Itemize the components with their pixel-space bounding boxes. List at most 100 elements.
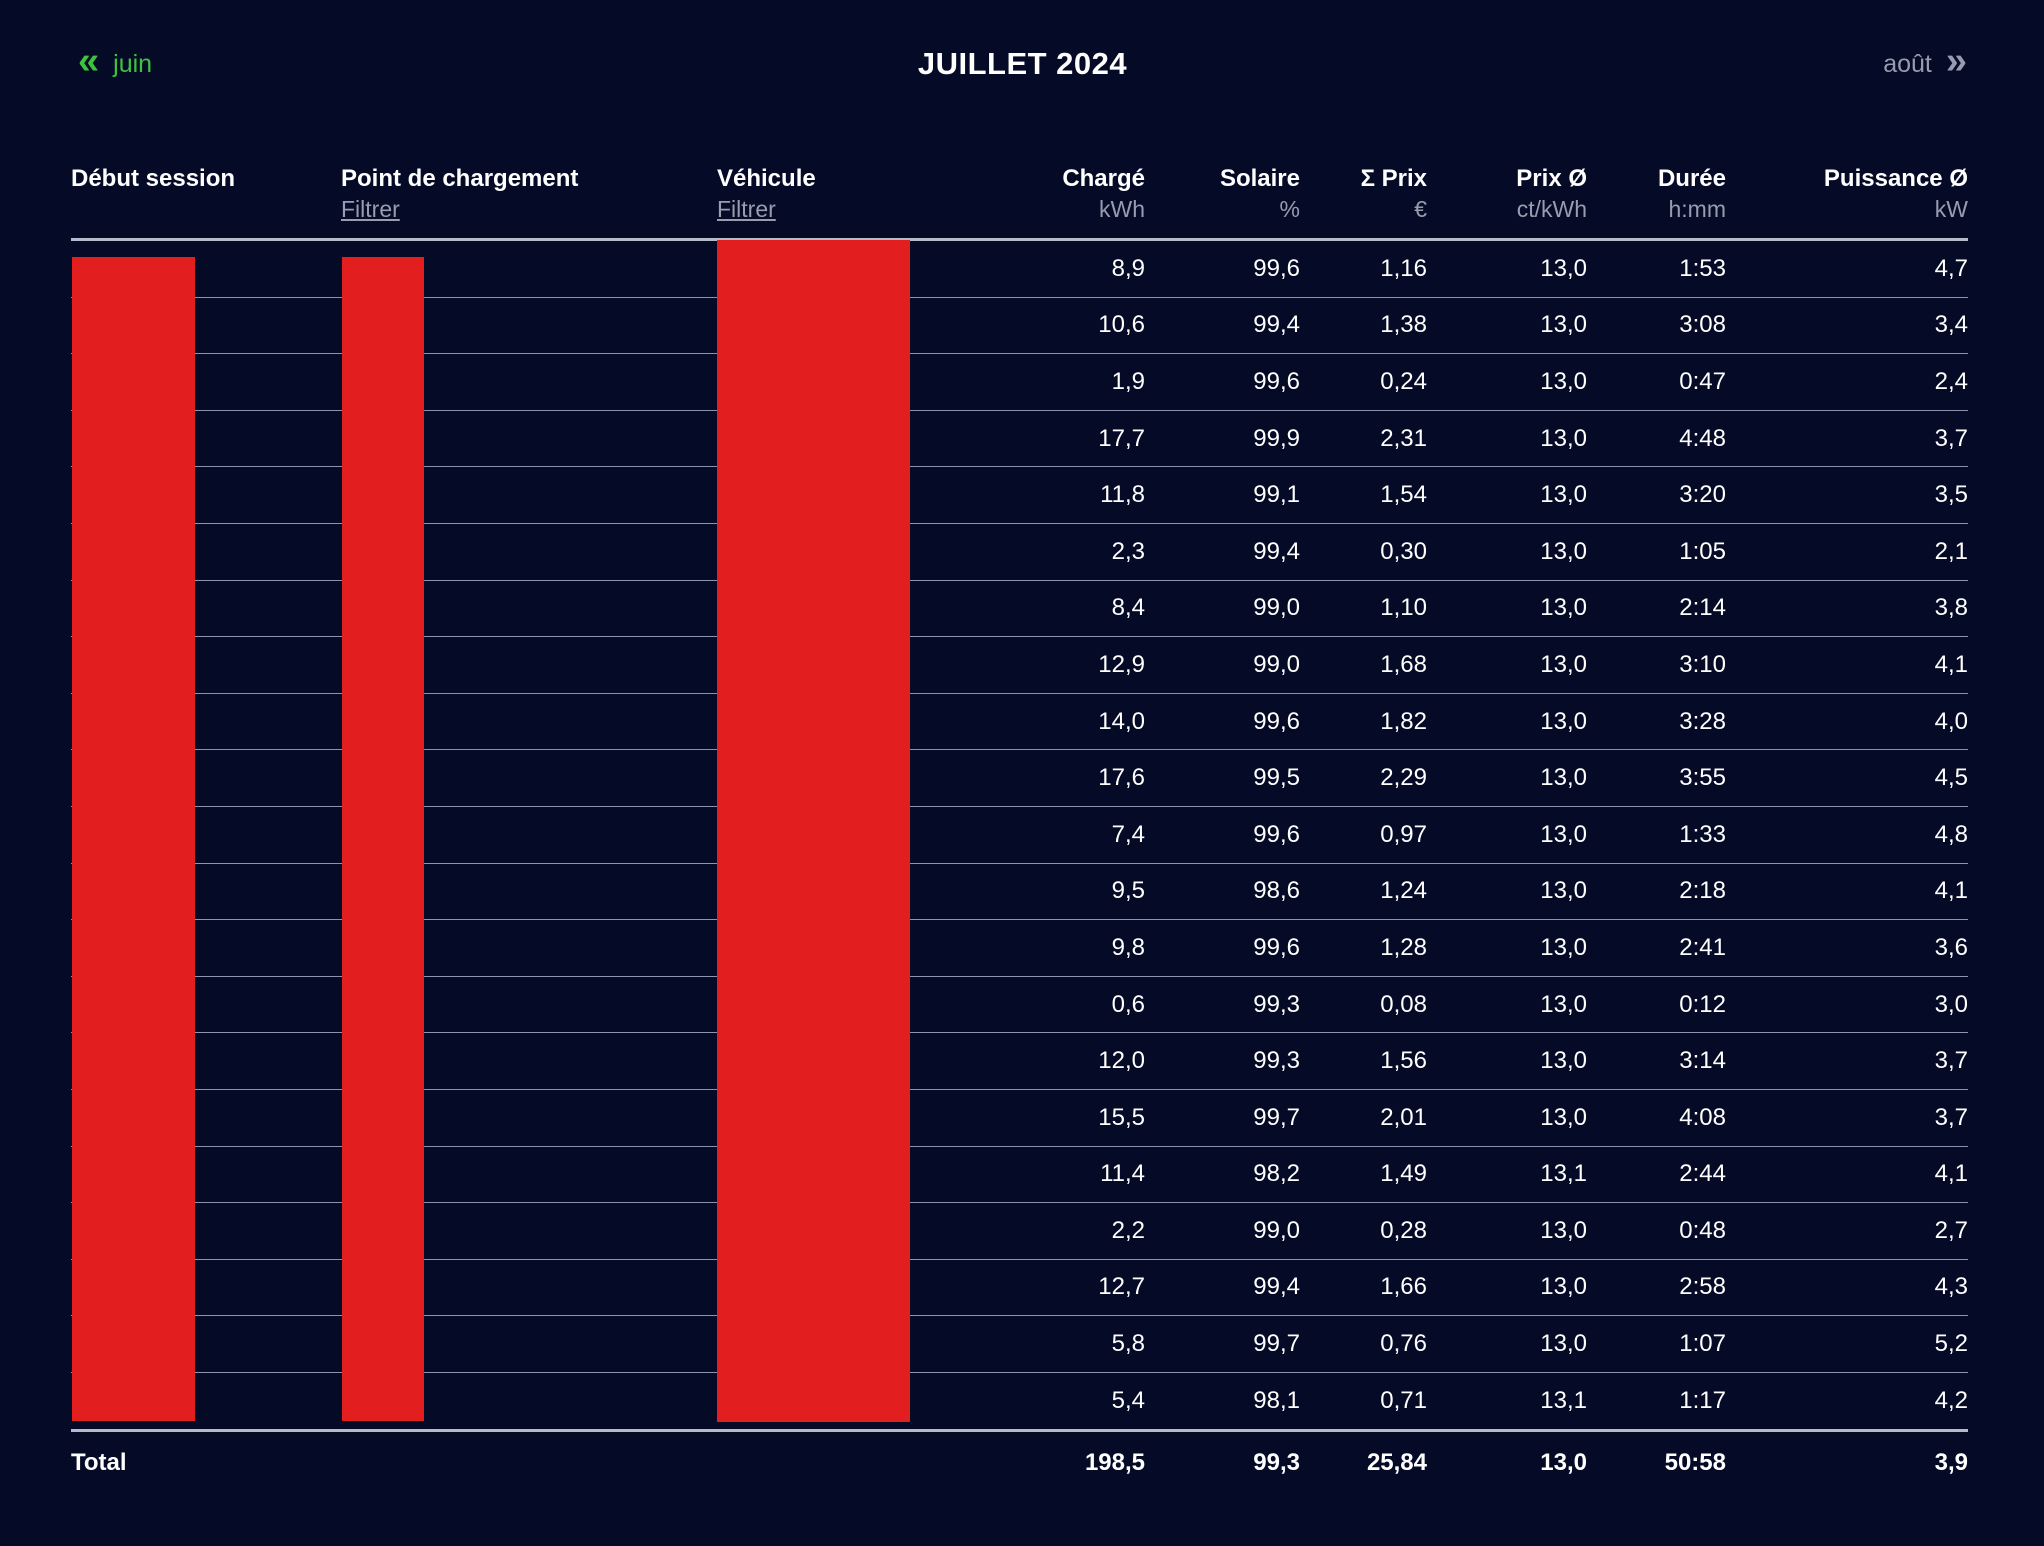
cell-charge-kwh: 12,0 [1098, 1047, 1145, 1075]
cell-prix-moyen: 13,0 [1540, 1103, 1587, 1131]
column-label-charge: Chargé [1062, 165, 1145, 192]
cell-prix-moyen: 13,1 [1540, 1160, 1587, 1188]
prev-month-link[interactable]: « juin [78, 42, 152, 86]
cell-puissance-moyenne: 4,2 [1934, 1387, 1968, 1415]
cell-charge-kwh: 17,7 [1098, 424, 1145, 452]
cell-duree: 1:05 [1679, 537, 1726, 565]
cell-charge-kwh: 12,9 [1098, 650, 1145, 678]
column-header-point-de-chargement: Point de chargement Filtrer [341, 164, 717, 238]
cell-puissance-moyenne: 4,5 [1934, 764, 1968, 792]
cell-puissance-moyenne: 3,7 [1934, 424, 1968, 452]
cell-charge-kwh: 8,4 [1111, 594, 1145, 622]
cell-duree: 3:10 [1679, 650, 1726, 678]
column-label-vehicule: Véhicule [717, 165, 816, 192]
cell-duree: 1:07 [1679, 1330, 1726, 1358]
column-header-debut-session: Début session [71, 164, 341, 238]
cell-solaire-pct: 99,6 [1253, 254, 1300, 282]
cell-duree: 4:08 [1679, 1103, 1726, 1131]
cell-prix-somme: 2,31 [1380, 424, 1427, 452]
cell-charge-kwh: 9,5 [1111, 877, 1145, 905]
cell-duree: 0:48 [1679, 1216, 1726, 1244]
cell-solaire-pct: 99,5 [1253, 764, 1300, 792]
chevrons-left-icon: « [78, 40, 100, 82]
cell-duree: 3:14 [1679, 1047, 1726, 1075]
cell-solaire-pct: 99,7 [1253, 1330, 1300, 1358]
cell-charge-kwh: 5,4 [1111, 1387, 1145, 1415]
redaction-overlay-debut-session [72, 257, 195, 1421]
cell-puissance-moyenne: 4,8 [1934, 820, 1968, 848]
table-row: 11,8 99,1 1,54 13,0 3:20 3,5 [71, 467, 1968, 524]
total-label: Total [71, 1449, 127, 1477]
cell-prix-moyen: 13,0 [1540, 367, 1587, 395]
cell-prix-moyen: 13,0 [1540, 877, 1587, 905]
table-row: 14,0 99,6 1,82 13,0 3:28 4,0 [71, 694, 1968, 751]
cell-charge-kwh: 5,8 [1111, 1330, 1145, 1358]
cell-prix-moyen: 13,0 [1540, 707, 1587, 735]
cell-duree: 0:47 [1679, 367, 1726, 395]
column-header-charge: Chargé kWh [969, 164, 1145, 238]
cell-duree: 2:44 [1679, 1160, 1726, 1188]
cell-puissance-moyenne: 4,7 [1934, 254, 1968, 282]
cell-puissance-moyenne: 3,0 [1934, 990, 1968, 1018]
cell-prix-somme: 1,24 [1380, 877, 1427, 905]
cell-puissance-moyenne: 4,1 [1934, 877, 1968, 905]
total-solaire-pct: 99,3 [1253, 1449, 1300, 1477]
cell-solaire-pct: 99,4 [1253, 1273, 1300, 1301]
cell-puissance-moyenne: 4,3 [1934, 1273, 1968, 1301]
cell-prix-somme: 0,24 [1380, 367, 1427, 395]
cell-charge-kwh: 2,2 [1111, 1216, 1145, 1244]
cell-duree: 2:58 [1679, 1273, 1726, 1301]
cell-duree: 3:55 [1679, 764, 1726, 792]
cell-charge-kwh: 2,3 [1111, 537, 1145, 565]
table-row: 17,6 99,5 2,29 13,0 3:55 4,5 [71, 750, 1968, 807]
next-month-link[interactable]: août » [1883, 42, 1967, 86]
cell-prix-somme: 2,29 [1380, 764, 1427, 792]
cell-duree: 1:33 [1679, 820, 1726, 848]
total-duree: 50:58 [1664, 1449, 1726, 1477]
filter-link-point-de-chargement[interactable]: Filtrer [341, 196, 400, 222]
cell-puissance-moyenne: 3,5 [1934, 481, 1968, 509]
cell-duree: 0:12 [1679, 990, 1726, 1018]
cell-duree: 1:17 [1679, 1387, 1726, 1415]
cell-prix-somme: 1,68 [1380, 650, 1427, 678]
cell-solaire-pct: 99,4 [1253, 311, 1300, 339]
table-row: 5,4 98,1 0,71 13,1 1:17 4,2 [71, 1373, 1968, 1430]
filter-link-vehicule[interactable]: Filtrer [717, 196, 776, 222]
cell-prix-moyen: 13,0 [1540, 1047, 1587, 1075]
cell-solaire-pct: 99,6 [1253, 707, 1300, 735]
column-label-point-de-chargement: Point de chargement [341, 165, 579, 192]
cell-charge-kwh: 11,8 [1100, 481, 1145, 509]
table-row: 2,2 99,0 0,28 13,0 0:48 2,7 [71, 1203, 1968, 1260]
table-row: 8,9 99,6 1,16 13,0 1:53 4,7 [71, 241, 1968, 298]
cell-puissance-moyenne: 3,8 [1934, 594, 1968, 622]
cell-prix-moyen: 13,0 [1540, 254, 1587, 282]
cell-solaire-pct: 99,1 [1253, 481, 1300, 509]
cell-charge-kwh: 14,0 [1098, 707, 1145, 735]
cell-prix-moyen: 13,0 [1540, 481, 1587, 509]
cell-solaire-pct: 99,3 [1253, 990, 1300, 1018]
cell-charge-kwh: 7,4 [1111, 820, 1145, 848]
cell-puissance-moyenne: 3,7 [1934, 1103, 1968, 1131]
cell-solaire-pct: 98,2 [1253, 1160, 1300, 1188]
column-label-duree: Durée [1657, 165, 1726, 192]
total-charge-kwh: 198,5 [1084, 1449, 1145, 1477]
cell-prix-somme: 1,82 [1380, 707, 1427, 735]
table-row: 8,4 99,0 1,10 13,0 2:14 3,8 [71, 581, 1968, 638]
column-unit-hmm: h:mm [1668, 196, 1727, 222]
cell-charge-kwh: 11,4 [1100, 1160, 1145, 1188]
cell-solaire-pct: 98,1 [1253, 1387, 1300, 1415]
cell-solaire-pct: 99,0 [1253, 650, 1300, 678]
redaction-overlay-point-de-chargement [342, 257, 424, 1421]
month-navigation: « juin JUILLET 2024 août » [78, 42, 1967, 86]
cell-solaire-pct: 99,0 [1253, 594, 1300, 622]
cell-prix-somme: 0,97 [1380, 820, 1427, 848]
column-label-prix-moyen: Prix Ø [1516, 165, 1587, 192]
prev-month-label: juin [113, 49, 153, 78]
column-header-puissance: Puissance Ø kW [1726, 164, 1968, 238]
column-label-solaire: Solaire [1219, 165, 1300, 192]
table-row: 17,7 99,9 2,31 13,0 4:48 3,7 [71, 411, 1968, 468]
cell-duree: 3:28 [1679, 707, 1726, 735]
cell-prix-moyen: 13,0 [1540, 764, 1587, 792]
cell-prix-somme: 0,28 [1380, 1216, 1427, 1244]
